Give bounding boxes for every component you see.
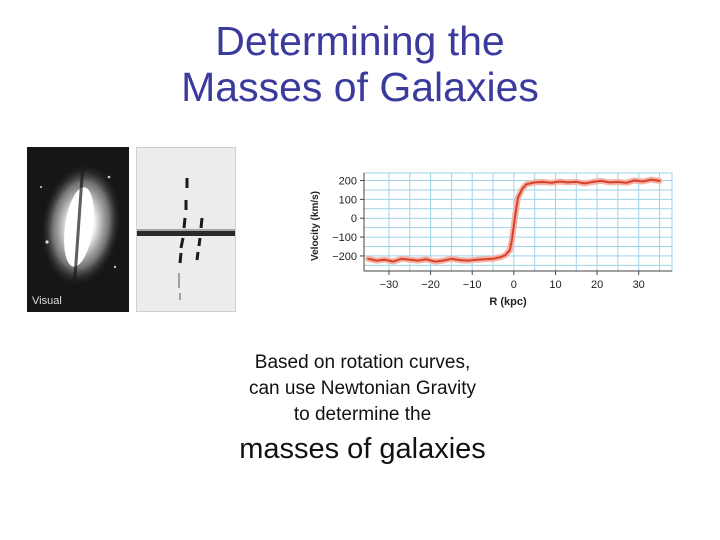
x-tick-label: 0 [511,279,517,291]
caption-line-3: to determine the [293,404,432,425]
chart-grid [363,172,673,272]
slide-title: Determining the Masses of Galaxies [0,18,720,110]
y-tick-label: 100 [339,194,357,206]
caption-line-4: masses of galaxies [239,433,486,465]
chart-axes [360,173,672,275]
caption-line-2: can use Newtonian Gravity [248,378,477,399]
chart-series [365,176,663,265]
y-tick-label: 0 [351,213,357,225]
x-tick-label: 20 [591,279,603,291]
galaxy-visual-image: Visual [27,147,129,312]
caption-line-1: Based on rotation curves, [254,352,471,373]
x-axis-label: R (kpc) [489,296,527,308]
caption: Based on rotation curves, can use Newton… [200,350,525,466]
rotation-curve-line [367,178,661,263]
visual-label: Visual [32,295,62,307]
x-tick-label: −10 [463,279,482,291]
y-tick-label: −100 [332,232,357,244]
title-line-2: Masses of Galaxies [181,64,539,110]
y-tick-label: 200 [339,176,357,188]
galaxy-spectrum-image [136,147,236,312]
x-tick-label: 30 [633,279,645,291]
x-tick-label: −20 [421,279,440,291]
title-line-1: Determining the [215,18,505,64]
x-tick-label: −30 [380,279,399,291]
x-tick-label: 10 [549,279,561,291]
y-tick-label: −200 [332,251,357,263]
plot-area [363,172,673,272]
y-axis-label: Velocity (km/s) [310,191,321,261]
